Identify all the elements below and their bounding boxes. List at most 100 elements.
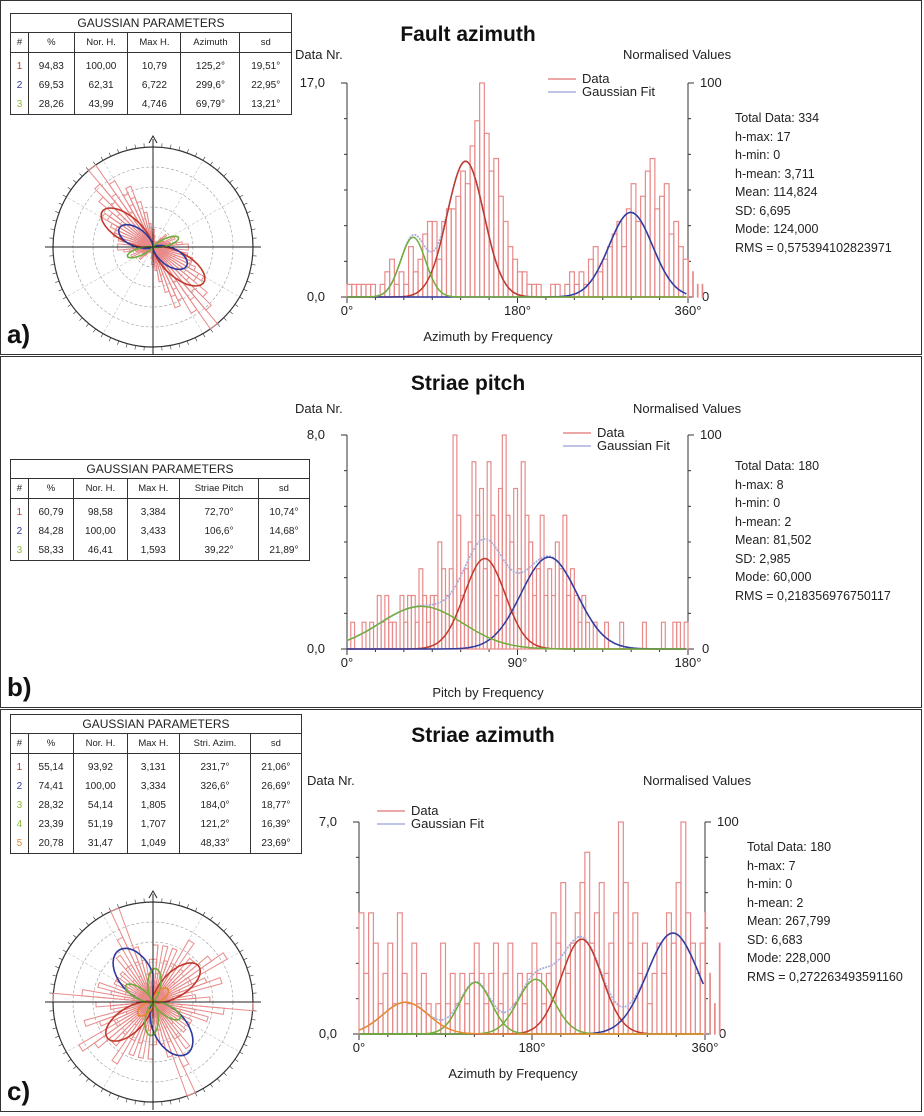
col-header: # [11, 734, 29, 754]
col-header: sd [240, 33, 292, 53]
histogram-bar [664, 184, 669, 297]
y-axis-right-label: Normalised Values [623, 47, 732, 62]
rose-tick [250, 1028, 254, 1029]
stat-line: Mean: 267,799 [747, 912, 903, 931]
histogram-bar [499, 196, 504, 297]
row-index: 2 [11, 777, 29, 796]
x-tick-label: 180° [519, 1040, 546, 1055]
rose-tick [53, 220, 57, 221]
cell: 22,95° [240, 76, 292, 95]
x-axis-label: Pitch by Frequency [432, 685, 544, 700]
rose-tick [224, 173, 227, 176]
histogram-bar [719, 943, 720, 1034]
rose-tick [117, 149, 118, 153]
histogram-bar [631, 184, 636, 297]
rose-tick [203, 157, 205, 160]
rose-tick [63, 297, 66, 299]
cell: 299,6° [181, 76, 240, 95]
y-tick-label-left: 17,0 [300, 75, 325, 90]
cell: 43,99 [74, 95, 128, 115]
rose-tick [101, 334, 103, 337]
rose-tick [101, 912, 103, 915]
rose-tick [109, 1093, 111, 1097]
rose-tick [195, 338, 197, 342]
histogram-bar [667, 913, 672, 1034]
table-row: 3 28,26 43,99 4,746 69,79° 13,21° [11, 95, 292, 115]
y-axis-right-label: Normalised Values [633, 401, 742, 416]
cell: 31,47 [74, 834, 127, 854]
rose-tick [109, 908, 111, 912]
col-header: Max H. [127, 734, 180, 754]
rose-tick [230, 311, 233, 314]
cell: 3,131 [127, 754, 180, 778]
histogram-bar [409, 247, 414, 297]
rose-tick [79, 318, 82, 321]
rose-tick [230, 180, 233, 183]
histogram-bar [397, 913, 402, 1034]
histogram-bar [402, 973, 407, 1034]
stat-line: SD: 6,683 [747, 931, 903, 950]
histogram-bar [570, 943, 575, 1034]
cell: 4,746 [128, 95, 181, 115]
chart-title: Fault azimuth [400, 23, 535, 46]
rose-tick [93, 329, 95, 332]
histogram-bar [671, 943, 676, 1034]
cell: 13,21° [240, 95, 292, 115]
rose-tick [250, 220, 254, 221]
table-row: 4 23,39 51,19 1,707 121,2° 16,39° [11, 815, 302, 834]
histogram-bar [551, 284, 556, 297]
x-tick-label: 180° [504, 303, 531, 318]
stat-line: SD: 6,695 [735, 202, 892, 221]
stat-line: RMS = 0,575394102823971 [735, 239, 892, 258]
col-header: % [28, 33, 74, 53]
histogram-bar [366, 284, 371, 297]
cell: 3,433 [127, 522, 180, 541]
legend-label-fit: Gaussian Fit [582, 84, 655, 99]
histogram-bar [715, 1004, 716, 1034]
histogram-bar [484, 1004, 489, 1034]
histogram-bar [575, 913, 580, 1034]
rose-tick [195, 153, 197, 157]
histogram-bar [522, 272, 527, 297]
histogram-bar [677, 622, 681, 649]
rose-tick [210, 162, 212, 165]
row-index: 4 [11, 815, 29, 834]
gaussian-table-c: GAUSSIAN PARAMETERS # % Nor. H. Max H. S… [10, 714, 302, 854]
stat-line: Mode: 124,000 [735, 220, 892, 239]
histogram-bar [385, 272, 390, 297]
rose-tick [203, 334, 205, 337]
histogram-bar [657, 943, 662, 1034]
rose-tick [195, 908, 197, 912]
y-tick-label-right: 100 [717, 814, 739, 829]
panel-label: c) [7, 1076, 30, 1107]
histogram-bar [394, 284, 399, 297]
col-header: % [28, 734, 73, 754]
histogram-bar [508, 943, 513, 1034]
stat-line: h-min: 0 [747, 875, 903, 894]
histogram-bar [660, 196, 665, 297]
cell: 72,70° [180, 499, 259, 523]
stat-line: SD: 2,985 [735, 550, 891, 569]
histogram-bar [693, 272, 694, 297]
table-row: 3 58,33 46,41 1,593 39,22° 21,89° [11, 541, 310, 561]
histogram-bar [612, 234, 617, 297]
y-tick-label-right: 100 [700, 427, 722, 442]
stat-line: h-min: 0 [735, 494, 891, 513]
rose-tick [244, 203, 248, 205]
histogram-bar [489, 171, 494, 297]
histogram-bar [641, 196, 646, 297]
panel-c: GAUSSIAN PARAMETERS # % Nor. H. Max H. S… [0, 709, 922, 1112]
histogram-bar [446, 209, 451, 297]
cell: 28,32 [28, 796, 73, 815]
y-axis-left-label: Data Nr. [307, 773, 355, 788]
histogram-bar [586, 622, 590, 649]
rose-tick [117, 1096, 118, 1100]
row-index: 1 [11, 754, 29, 778]
chart-title: Striae azimuth [411, 724, 555, 747]
histogram-bar [428, 221, 433, 297]
x-tick-label: 90° [508, 655, 528, 670]
histogram-bar [518, 272, 523, 297]
rose-tick [51, 1019, 55, 1020]
histogram-bar [356, 284, 361, 297]
